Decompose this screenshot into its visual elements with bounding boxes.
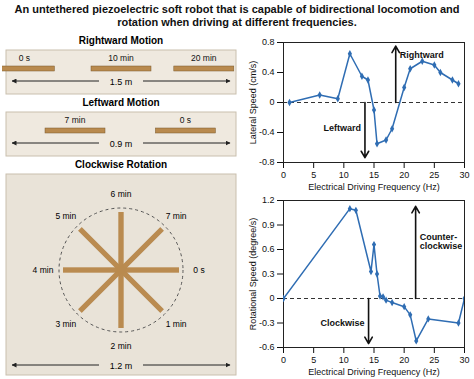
svg-text:1 min: 1 min [166,319,187,329]
svg-text:5 min: 5 min [55,211,76,221]
svg-text:Clockwise Rotation: Clockwise Rotation [75,159,167,170]
svg-text:25: 25 [429,170,439,180]
svg-text:5: 5 [311,170,316,180]
svg-text:Counter-clockwise: Counter-clockwise [420,232,463,252]
svg-text:10 min: 10 min [108,53,134,63]
svg-text:-0.8: -0.8 [259,157,275,167]
svg-text:Leftward Motion: Leftward Motion [82,97,159,108]
svg-text:Lateral Speed (cm/s): Lateral Speed (cm/s) [248,61,258,145]
svg-text:7 min: 7 min [166,211,187,221]
svg-text:1.2 m: 1.2 m [110,361,133,371]
svg-text:Electrical Driving Frequency (: Electrical Driving Frequency (Hz) [308,182,440,192]
svg-text:0: 0 [281,170,286,180]
svg-text:30: 30 [459,170,469,180]
svg-text:1.5 m: 1.5 m [110,77,133,87]
svg-text:20: 20 [399,170,409,180]
svg-text:20: 20 [399,355,409,365]
svg-text:0.6: 0.6 [262,244,275,254]
svg-text:1.2: 1.2 [262,195,275,205]
svg-text:Rotational Speed (degree/s): Rotational Speed (degree/s) [248,218,258,331]
svg-text:Rightward: Rightward [400,50,444,60]
svg-text:15: 15 [369,170,379,180]
svg-text:0: 0 [281,355,286,365]
svg-text:0.4: 0.4 [262,67,275,77]
svg-text:3 min: 3 min [55,319,76,329]
svg-text:0.8: 0.8 [262,37,275,47]
svg-text:0: 0 [269,97,274,107]
svg-text:4 min: 4 min [33,265,54,275]
svg-text:30: 30 [459,355,469,365]
svg-text:0 s: 0 s [180,115,191,125]
svg-text:0 s: 0 s [19,53,30,63]
svg-text:5: 5 [311,355,316,365]
svg-text:Electrical Driving Frequency (: Electrical Driving Frequency (Hz) [308,367,440,377]
svg-text:20 min: 20 min [191,53,217,63]
svg-text:Rightward Motion: Rightward Motion [79,35,163,46]
svg-text:-0.3: -0.3 [259,318,275,328]
svg-text:0: 0 [269,293,274,303]
svg-text:10: 10 [339,355,349,365]
svg-text:0.9: 0.9 [262,220,275,230]
svg-text:-0.6: -0.6 [259,342,275,352]
html-text:An untethered piezoelectric so: An untethered piezoelectric soft robot t… [14,3,460,28]
svg-text:6 min: 6 min [111,189,132,199]
svg-text:25: 25 [429,355,439,365]
svg-text:7 min: 7 min [65,115,86,125]
svg-text:Clockwise: Clockwise [321,318,365,328]
svg-text:0.9 m: 0.9 m [110,139,133,149]
svg-text:10: 10 [339,170,349,180]
svg-text:-0.4: -0.4 [259,127,275,137]
svg-text:0.3: 0.3 [262,269,275,279]
svg-text:0 s: 0 s [193,265,204,275]
svg-text:2 min: 2 min [111,341,132,351]
svg-text:Leftward: Leftward [323,123,361,133]
svg-text:15: 15 [369,355,379,365]
